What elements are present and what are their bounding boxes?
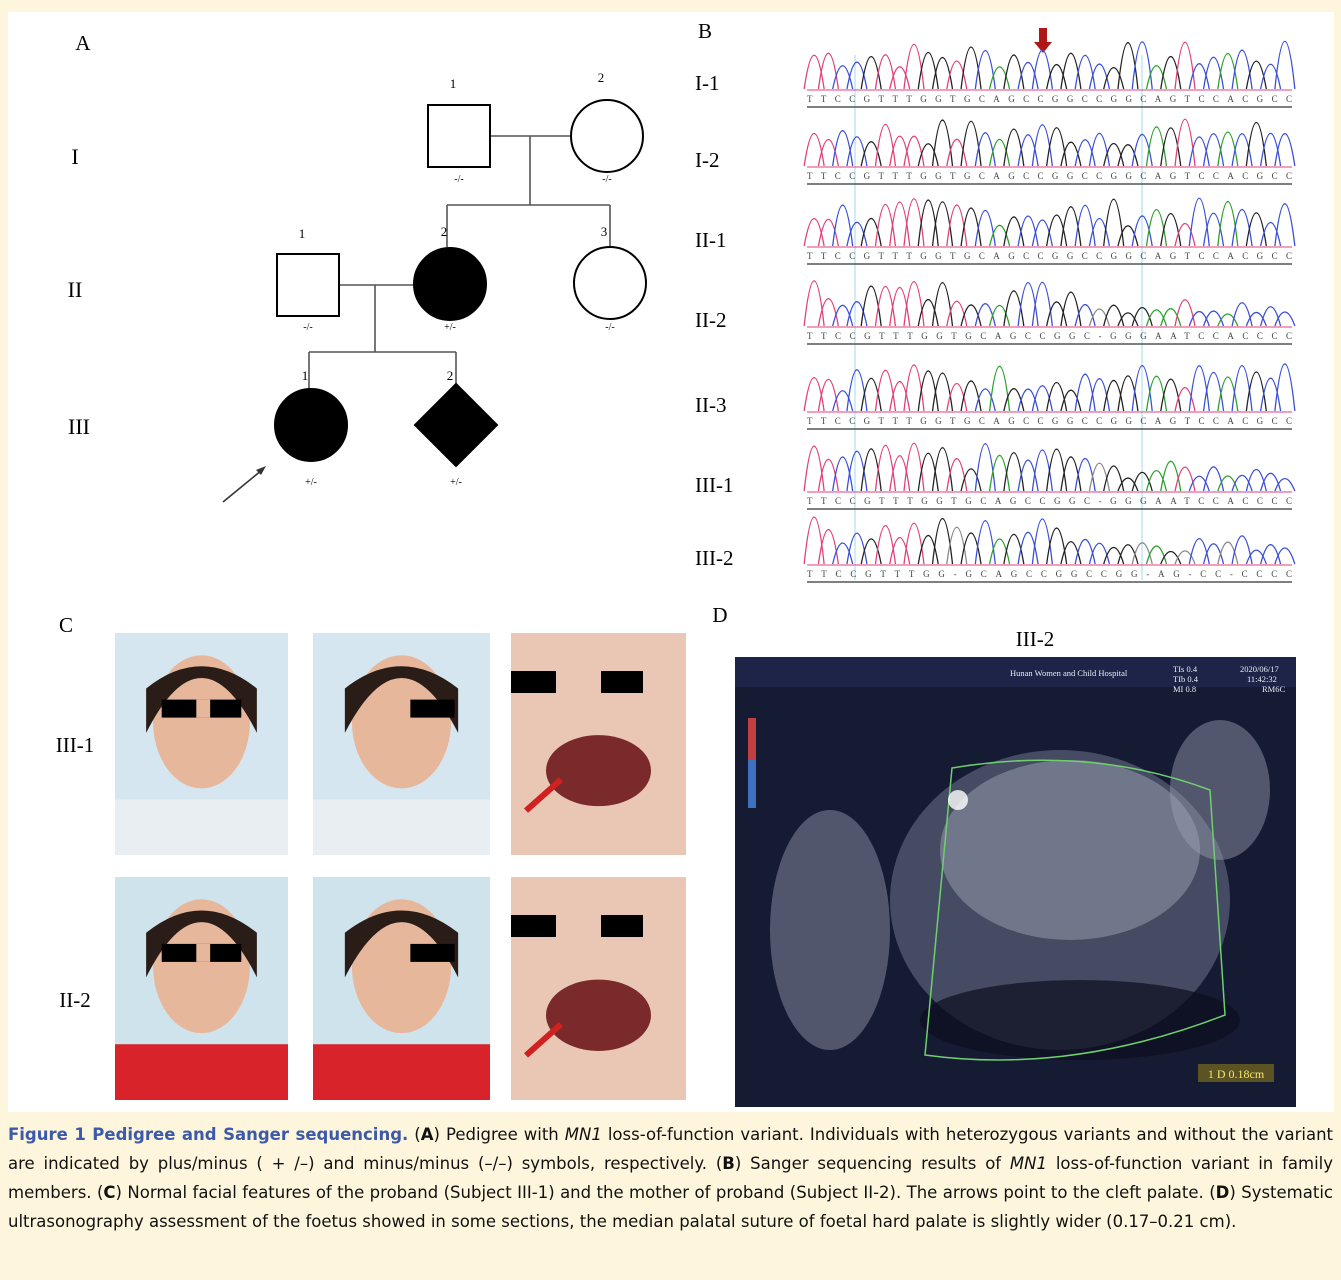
caption-text: ) Normal facial features of the proband … [116, 1183, 1216, 1202]
censor-bar [511, 671, 556, 693]
scan-param: MI 0.8 [1173, 684, 1196, 694]
figure: ABCDIIIIII1-/-2-/-1-/-2+/-3-/-1+/-2+/-I-… [0, 0, 1341, 1114]
photo-row-label: II-2 [59, 988, 90, 1012]
genotype: +/- [450, 477, 462, 488]
female-symbol [414, 248, 486, 320]
individual-number: 3 [601, 224, 608, 239]
caption-text: D [1216, 1183, 1230, 1202]
scan-param: TIs 0.4 [1173, 664, 1198, 674]
caption-text: C [103, 1183, 115, 1202]
sanger-label: I-2 [695, 148, 720, 172]
female-symbol [574, 247, 646, 319]
ultrasound-title: III-2 [1016, 627, 1054, 651]
caption-text: ) Sanger sequencing results of [735, 1154, 1010, 1173]
male-symbol [428, 105, 490, 167]
genotype: +/- [305, 477, 317, 488]
censor-bar [410, 700, 454, 718]
mouth [546, 735, 651, 806]
scan-mode: RM6C [1262, 684, 1285, 694]
panel-label: C [59, 613, 73, 637]
sanger-label: III-1 [695, 473, 733, 497]
panel-label: D [712, 603, 727, 627]
genotype: -/- [303, 322, 312, 333]
caption-text: A [421, 1125, 434, 1144]
censor-bar [601, 671, 643, 693]
individual-number: 2 [447, 368, 454, 383]
scan-time: 11:42:32 [1247, 674, 1277, 684]
censor-bar [410, 944, 454, 962]
individual-number: 1 [302, 368, 309, 383]
shirt [115, 800, 288, 856]
genotype: -/- [602, 174, 611, 185]
censor-bar [511, 915, 556, 937]
sanger-label: III-2 [695, 546, 733, 570]
shirt [313, 800, 490, 856]
individual-number: 2 [441, 224, 448, 239]
female-symbol [571, 100, 643, 172]
caption-text: ( [408, 1125, 420, 1144]
caption-text: MN1 [1010, 1154, 1047, 1173]
caption-text: ) Pedigree with [434, 1125, 565, 1144]
individual-number: 1 [450, 76, 457, 91]
shirt [313, 1044, 490, 1100]
male-symbol [277, 254, 339, 316]
figure-caption: Figure 1 Pedigree and Sanger sequencing.… [8, 1120, 1333, 1236]
hospital: Hunan Women and Child Hospital [1010, 668, 1128, 678]
sanger-label: II-2 [695, 308, 726, 332]
censor-bar [601, 915, 643, 937]
genotype: -/- [605, 322, 614, 333]
shirt [115, 1044, 288, 1100]
censor-gap [196, 700, 210, 718]
panel-label: A [75, 31, 91, 55]
ultrasound-image [735, 657, 1296, 1107]
sanger-label: II-3 [695, 393, 726, 417]
genotype: -/- [454, 174, 463, 185]
generation-label: III [68, 414, 90, 439]
photo-row-label: III-1 [56, 733, 94, 757]
generation-label: I [71, 144, 78, 169]
caption-text: B [722, 1154, 735, 1173]
page: ABCDIIIIII1-/-2-/-1-/-2+/-3-/-1+/-2+/-I-… [0, 0, 1341, 1280]
mouth [546, 980, 651, 1051]
scan-param: TIb 0.4 [1173, 674, 1199, 684]
caption-text: MN1 [565, 1125, 602, 1144]
generation-label: II [68, 277, 83, 302]
individual-number: 2 [598, 70, 605, 85]
scan-date: 2020/06/17 [1240, 664, 1279, 674]
measurement: 1 D 0.18cm [1208, 1067, 1265, 1081]
panel-label: B [698, 19, 712, 43]
sanger-label: II-1 [695, 228, 726, 252]
caption-text: Figure 1 Pedigree and Sanger sequencing. [8, 1125, 408, 1144]
female-symbol [275, 389, 347, 461]
censor-gap [196, 944, 210, 962]
genotype: +/- [444, 322, 456, 333]
individual-number: 1 [299, 226, 306, 241]
sanger-label: I-1 [695, 71, 720, 95]
